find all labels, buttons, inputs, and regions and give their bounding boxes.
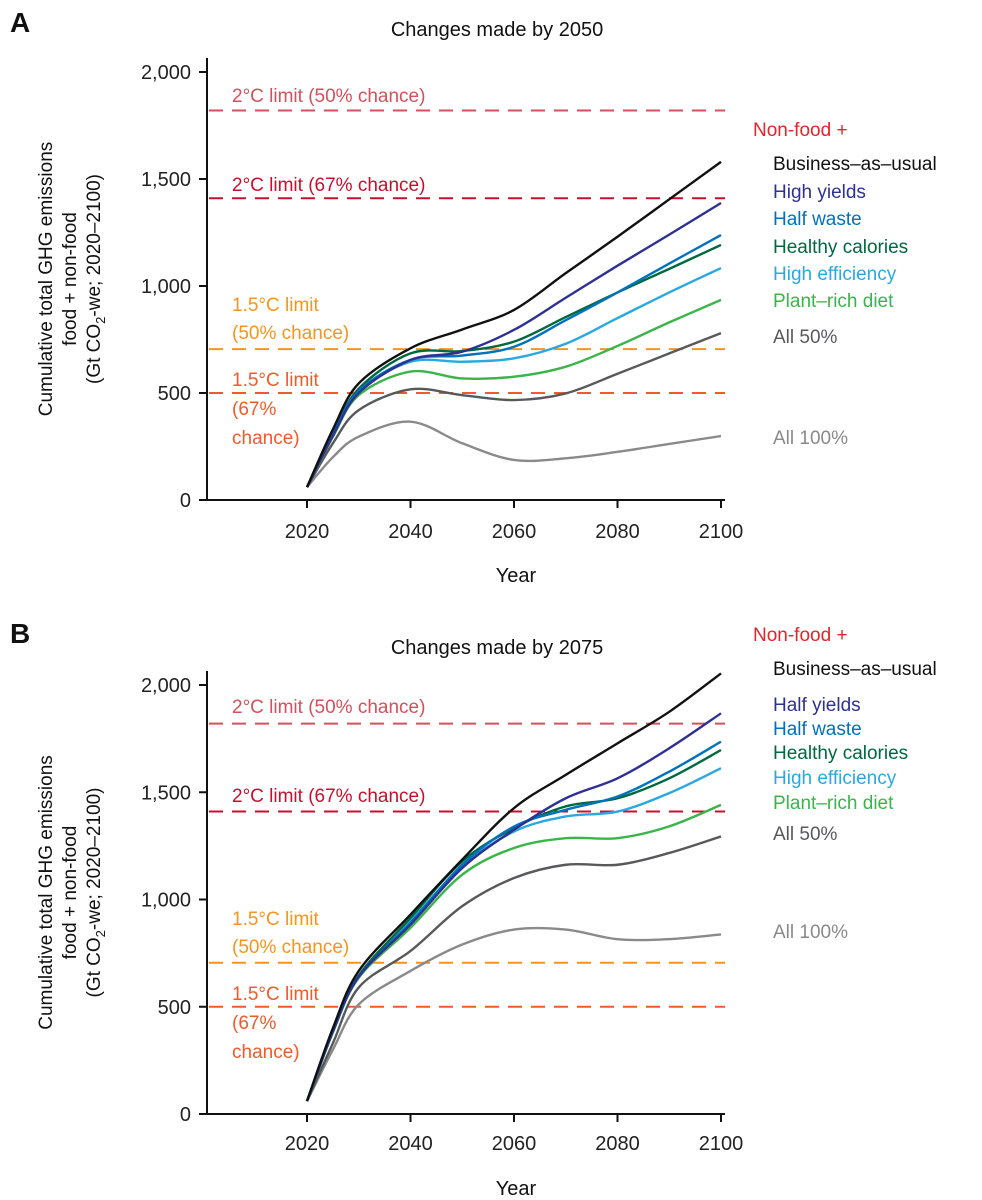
legend-entry: Half yields [773,695,861,716]
x-tick-label: 2060 [492,521,537,543]
limit-label: (67% [232,1013,276,1034]
limit-label: (67% [232,399,276,420]
y-tick-label: 1,000 [141,276,191,298]
series-line-half-yields [305,712,722,1102]
y-label-subscript: 2 [93,930,108,937]
x-tick-label: 2100 [699,521,744,543]
y-label-line-3: (Gt CO2-we; 2020–2100) [84,787,108,997]
legend-entry: High efficiency [773,264,897,285]
x-tick-label: 2080 [595,1133,640,1155]
legend-entry: All 100% [773,428,848,449]
series-line-all-50- [305,331,722,488]
y-label-line-2: food + non-food [60,826,81,960]
x-tick-label: 2080 [595,521,640,543]
x-tick-label: 2100 [699,1133,744,1155]
y-tick-label: 1,500 [141,169,191,191]
y-label-unit-suffix: -we; 2020–2100) [84,787,105,930]
x-tick-label: 2040 [388,521,433,543]
legend-entry: High efficiency [773,768,897,789]
panel-label: A [10,7,30,38]
panel-label: B [10,618,30,649]
series-line-all-50- [305,835,722,1102]
legend-entry: Plant–rich diet [773,291,894,312]
limit-label: 1.5°C limit [232,370,320,391]
y-tick-label: 0 [180,1104,191,1126]
series-line-high-efficiency [305,767,722,1102]
chart-title: Changes made by 2050 [391,19,603,41]
limit-label: 2°C limit (50% chance) [232,697,425,718]
x-tick-label: 2020 [285,521,330,543]
limit-label: 2°C limit (50% chance) [232,86,425,107]
y-tick-label: 1,500 [141,782,191,804]
limit-label: chance) [232,1042,300,1063]
legend-entry: Business–as–usual [773,659,937,680]
y-tick-label: 500 [158,383,191,405]
y-label-unit-prefix: (Gt CO [84,937,105,997]
x-tick-label: 2040 [388,1133,433,1155]
series-line-plant-rich-diet [305,803,722,1102]
legend-header: Non-food + [753,625,848,646]
limit-label: 1.5°C limit [232,909,320,930]
y-label-line-2: food + non-food [60,212,81,346]
y-tick-label: 1,000 [141,890,191,912]
limit-label: (50% chance) [232,323,349,344]
panel-b: B Changes made by 2075 0 500 1,000 1,500 2,000… [10,618,937,1200]
legend-entry: All 100% [773,922,848,943]
legend-entry: Half waste [773,209,862,230]
limit-label: chance) [232,428,300,449]
legend-entry: Healthy calories [773,237,908,258]
legend-entry: All 50% [773,824,838,845]
y-label-unit-prefix: (Gt CO [84,324,105,384]
limit-label: 2°C limit (67% chance) [232,786,425,807]
legend-entry: Plant–rich diet [773,793,894,814]
y-axis-label: Cumulative total GHG emissions food + non… [36,142,108,417]
limit-label: 2°C limit (67% chance) [232,175,425,196]
legend-header: Non-food + [753,120,848,141]
series-line-business-as-usual [305,160,722,488]
y-label-unit-suffix: -we; 2020–2100) [84,174,105,317]
legend-entry: Business–as–usual [773,154,937,175]
series-line-all-100- [305,926,722,1102]
y-label-line-1: Cumulative total GHG emissions [36,755,57,1030]
x-tick-label: 2060 [492,1133,537,1155]
legend-entry: Half waste [773,719,862,740]
chart-title: Changes made by 2075 [391,637,603,659]
legend-entry: All 50% [773,327,838,348]
y-label-line-3: (Gt CO2-we; 2020–2100) [84,174,108,384]
y-tick-label: 500 [158,997,191,1019]
panel-a: A Changes made by 2050 0 500 1,000 1,500 2,000… [10,7,937,587]
y-label-line-1: Cumulative total GHG emissions [36,142,57,417]
series-line-all-100- [306,420,722,488]
limit-label: 1.5°C limit [232,295,320,316]
legend-entry: Healthy calories [773,743,908,764]
y-tick-label: 2,000 [141,675,191,697]
x-tick-label: 2020 [285,1133,330,1155]
series-line-high-yields [305,201,722,488]
x-axis-label: Year [496,1178,537,1200]
y-label-subscript: 2 [93,317,108,324]
series-line-healthy-calories [305,243,722,488]
y-tick-label: 2,000 [141,62,191,84]
x-axis-label: Year [496,565,537,587]
limit-label: 1.5°C limit [232,984,320,1005]
y-tick-label: 0 [180,490,191,512]
series-line-business-as-usual [305,672,722,1102]
limit-label: (50% chance) [232,937,349,958]
legend-entry: High yields [773,182,866,203]
y-axis-label: Cumulative total GHG emissions food + non… [36,755,108,1030]
